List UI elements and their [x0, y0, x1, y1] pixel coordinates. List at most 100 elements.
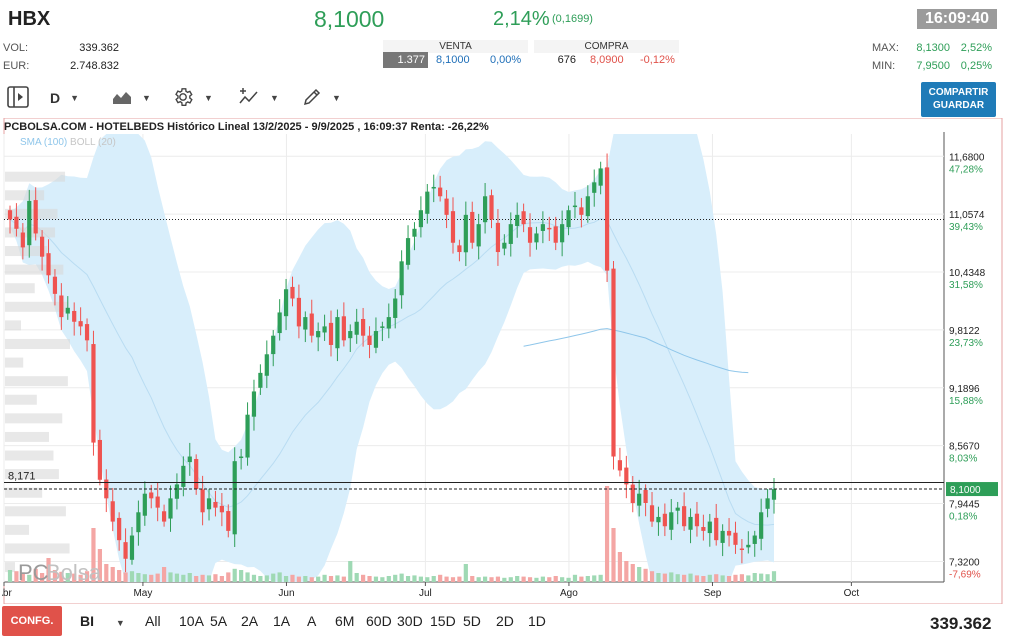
volume-bar	[669, 572, 674, 582]
volume-bar	[373, 576, 379, 582]
volume-bar	[7, 570, 13, 582]
chart-type-dropdown[interactable]: ▼	[112, 86, 151, 110]
candle-body	[232, 461, 237, 535]
volume-bar	[174, 573, 180, 582]
period-5a[interactable]: 5A	[210, 613, 228, 629]
period-all[interactable]: All	[145, 613, 161, 629]
volume-bar	[367, 576, 372, 582]
x-tick-label: Jul	[419, 588, 432, 599]
drawing-tools-dropdown[interactable]: ▼	[302, 86, 341, 110]
period-1d[interactable]: 1D	[528, 613, 546, 629]
volume-bar	[251, 574, 257, 582]
period-2a[interactable]: 2A	[241, 613, 259, 629]
candle-body	[155, 496, 160, 508]
period-30d[interactable]: 30D	[397, 613, 423, 629]
panel-toggle-button[interactable]	[6, 85, 30, 110]
candle-body	[290, 286, 295, 299]
candle-body	[540, 224, 545, 231]
reference-line-label: 8,171	[8, 470, 36, 482]
indicators-dropdown[interactable]: ▼	[238, 86, 279, 110]
candle-body	[322, 326, 327, 333]
candle-body	[457, 245, 462, 253]
volume-bar	[155, 573, 160, 582]
candle-body	[585, 196, 590, 217]
x-tick-label: Sep	[704, 588, 722, 599]
candle-body	[482, 196, 488, 223]
y-tick-price: 11,6800	[949, 152, 985, 163]
period-a[interactable]: A	[307, 613, 317, 629]
volume-profile-bar	[5, 283, 35, 294]
x-tick-label: Jun	[278, 588, 294, 599]
volume-bar	[264, 575, 269, 582]
total-volume: 339.362	[930, 614, 992, 633]
candle-body	[206, 498, 212, 510]
candle-body	[110, 501, 115, 522]
volume-bar	[97, 549, 102, 582]
candle-body	[65, 307, 70, 314]
candle-body	[373, 331, 379, 348]
x-tick-label: Abr	[2, 588, 12, 599]
period-5d[interactable]: 5D	[463, 613, 481, 629]
volume-bar	[508, 577, 513, 582]
config-button[interactable]: CONFG.	[2, 606, 62, 636]
period-10a[interactable]: 10A	[179, 613, 204, 629]
settings-dropdown[interactable]: ▼	[172, 86, 213, 110]
volume-bar	[682, 574, 687, 582]
candle-body	[59, 295, 64, 318]
clock-time: 16:09:40	[917, 9, 997, 29]
volume-bar	[283, 576, 289, 582]
chevron-down-icon: ▼	[70, 93, 80, 103]
volume-bar	[316, 576, 321, 582]
share-save-button[interactable]: COMPARTIR GUARDAR	[921, 82, 996, 117]
min-label: MIN:	[872, 60, 896, 72]
candle-body	[476, 224, 481, 247]
volume-profile-bar	[5, 487, 43, 498]
compra-price[interactable]: 8,0900	[590, 54, 624, 66]
y-tick-percent: 15,88%	[949, 396, 983, 407]
volume-bar	[752, 573, 757, 582]
period-6m[interactable]: 6M	[335, 613, 355, 629]
sma-label[interactable]: SMA (100)	[20, 137, 68, 148]
volume-bar	[219, 576, 224, 582]
y-tick-price: 8,5670	[949, 442, 980, 453]
volume-bar	[547, 577, 552, 582]
period-1a[interactable]: 1A	[273, 613, 291, 629]
period-dropdown[interactable]: D ▼	[50, 86, 79, 110]
volume-profile-bar	[5, 524, 30, 535]
candle-body	[72, 310, 77, 322]
candle-body	[733, 532, 738, 545]
volume-bar	[200, 574, 205, 582]
volume-profile-bar	[5, 506, 66, 517]
volume-profile-bar	[5, 264, 64, 275]
volume-bar	[386, 576, 391, 582]
candle-body	[688, 516, 693, 530]
chevron-down-icon: ▼	[332, 93, 341, 103]
interval-dropdown[interactable]: BI ▼	[80, 613, 125, 629]
save-label: GUARDAR	[932, 100, 985, 111]
volume-profile-bar	[5, 190, 45, 201]
volume-bar	[624, 561, 629, 582]
venta-price[interactable]: 8,1000	[436, 54, 470, 66]
period-60d[interactable]: 60D	[366, 613, 392, 629]
boll-label[interactable]: BOLL (20)	[70, 137, 116, 148]
volume-bar	[33, 568, 38, 582]
candle-body	[617, 460, 623, 471]
period-15d[interactable]: 15D	[430, 613, 456, 629]
y-tick-price: 9,8122	[949, 326, 980, 337]
y-tick-percent: 0,18%	[949, 512, 977, 523]
volume-bar	[585, 576, 590, 582]
volume-bar	[354, 573, 359, 582]
volume-bar	[739, 574, 744, 582]
candle-body	[656, 516, 661, 523]
volume-profile-bar	[5, 301, 69, 312]
period-2d[interactable]: 2D	[496, 613, 514, 629]
candle-body	[258, 372, 263, 388]
candle-body	[630, 484, 635, 503]
chevron-down-icon: ▼	[142, 93, 151, 103]
candle-body	[27, 200, 32, 246]
volume-bar	[630, 564, 635, 582]
chevron-down-icon: ▼	[115, 618, 125, 628]
volume-bar	[129, 571, 135, 582]
volume-bar	[470, 576, 475, 582]
